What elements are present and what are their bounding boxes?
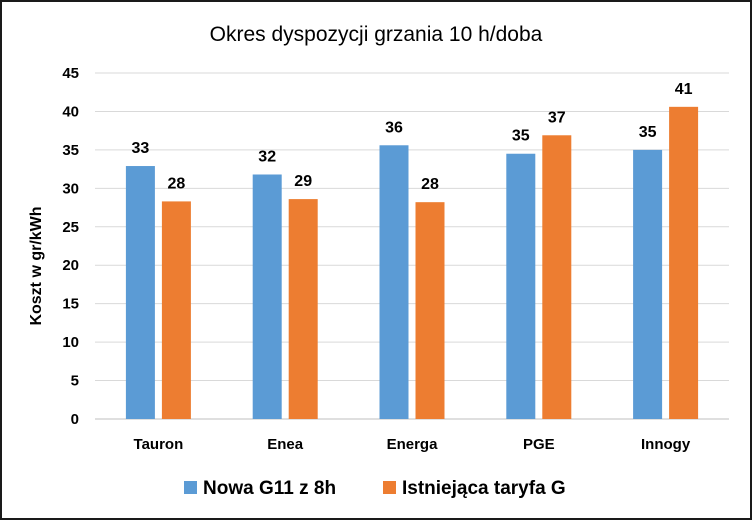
data-label: 37 <box>548 109 566 126</box>
y-tick-label: 10 <box>62 334 79 351</box>
data-label: 32 <box>258 148 276 165</box>
x-axis-categories: Tauron Enea Energa PGE Innogy <box>134 436 691 453</box>
data-labels: 33 28 32 29 36 28 35 37 35 41 <box>132 81 693 193</box>
y-tick-label: 30 <box>62 180 79 197</box>
bar <box>288 199 318 419</box>
y-axis-ticks: 0 5 10 15 20 25 30 35 40 45 <box>62 65 79 428</box>
y-tick-label: 35 <box>62 142 79 159</box>
y-tick-label: 45 <box>62 65 79 82</box>
y-tick-label: 25 <box>62 219 79 236</box>
data-label: 36 <box>385 119 403 136</box>
data-label: 33 <box>132 140 150 157</box>
data-label: 41 <box>675 81 693 98</box>
bar <box>252 174 282 419</box>
y-tick-label: 0 <box>71 411 79 428</box>
bar <box>542 135 572 419</box>
legend-swatch <box>184 481 197 494</box>
x-category-label: Innogy <box>641 436 691 453</box>
x-category-label: Energa <box>387 436 439 453</box>
x-category-label: PGE <box>523 436 555 453</box>
data-label: 29 <box>294 173 312 190</box>
bar <box>125 166 155 419</box>
legend-label: Nowa G11 z 8h <box>203 478 336 499</box>
legend: Nowa G11 z 8h Istniejąca taryfa G <box>184 478 566 499</box>
bar <box>669 106 699 419</box>
data-label: 28 <box>421 176 439 193</box>
legend-swatch <box>383 481 396 494</box>
bar <box>506 153 536 419</box>
bar <box>161 201 191 419</box>
x-category-label: Tauron <box>134 436 184 453</box>
gridlines <box>95 72 729 420</box>
y-tick-label: 40 <box>62 103 79 120</box>
bars <box>125 106 699 419</box>
bar <box>633 149 663 419</box>
y-tick-label: 20 <box>62 257 79 274</box>
chart-title: Okres dyspozycji grzania 10 h/doba <box>210 23 543 46</box>
legend-label: Istniejąca taryfa G <box>402 478 566 499</box>
x-category-label: Enea <box>267 436 304 453</box>
y-tick-label: 15 <box>62 296 79 313</box>
bar <box>379 145 409 419</box>
y-tick-label: 5 <box>71 373 79 390</box>
y-axis-label: Koszt w gr/kWh <box>28 206 45 325</box>
data-label: 35 <box>639 124 657 141</box>
data-label: 35 <box>512 128 530 145</box>
data-label: 28 <box>168 175 186 192</box>
bar <box>415 202 445 419</box>
